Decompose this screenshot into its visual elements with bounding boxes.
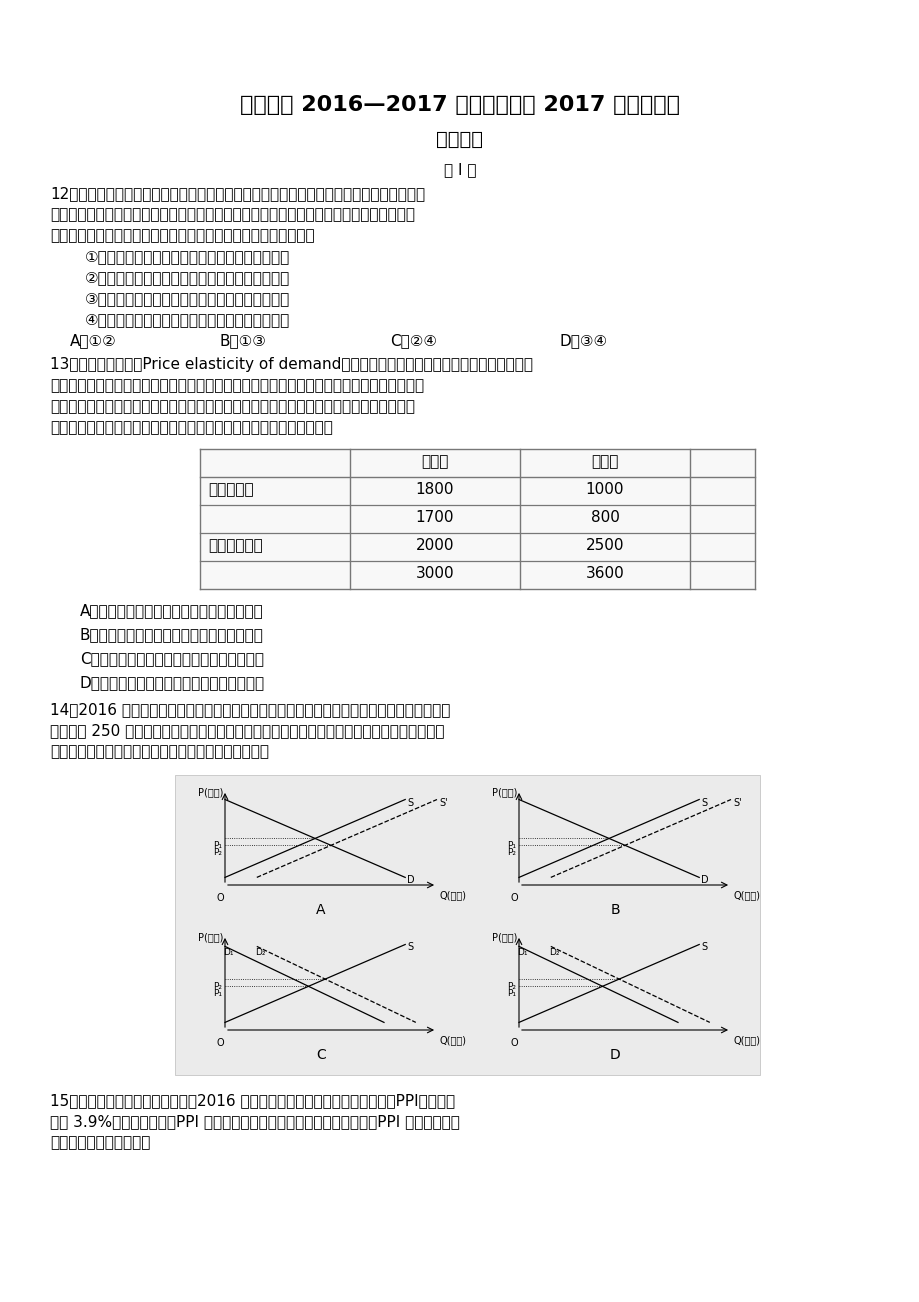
Text: 3600: 3600 bbox=[585, 566, 624, 581]
Text: D₂: D₂ bbox=[255, 948, 265, 957]
Text: P₁: P₁ bbox=[213, 990, 221, 999]
Text: 1800: 1800 bbox=[415, 482, 454, 497]
Text: D₂: D₂ bbox=[549, 948, 559, 957]
Text: D．乙的需求弹性更大，选择乙参与降价促销: D．乙的需求弹性更大，选择乙参与降价促销 bbox=[80, 674, 265, 690]
Text: C．②④: C．②④ bbox=[390, 333, 437, 348]
Text: 国共定制 250 万个吉祥物玩偶用于销售。如果不考虑其它因素，一般来说，奥运会举办前夕，: 国共定制 250 万个吉祥物玩偶用于销售。如果不考虑其它因素，一般来说，奥运会举… bbox=[50, 723, 444, 738]
Text: 经济的影响传导合理的是: 经济的影响传导合理的是 bbox=[50, 1135, 150, 1150]
Text: P(价格): P(价格) bbox=[198, 786, 222, 797]
Text: O: O bbox=[510, 893, 517, 904]
Text: P₂: P₂ bbox=[506, 982, 516, 991]
Text: Q(数量): Q(数量) bbox=[439, 1035, 467, 1046]
Text: P(价格): P(价格) bbox=[491, 932, 516, 943]
Text: 3000: 3000 bbox=[415, 566, 454, 581]
Text: S: S bbox=[407, 798, 413, 807]
Text: ②会扩大人民币的国际影响力，加快其国际化进程: ②会扩大人民币的国际影响力，加快其国际化进程 bbox=[85, 270, 289, 285]
Text: D₁: D₁ bbox=[222, 948, 233, 957]
Text: S: S bbox=[700, 943, 707, 953]
Text: 第 I 卷: 第 I 卷 bbox=[443, 161, 476, 177]
Text: P₂: P₂ bbox=[506, 849, 516, 857]
Text: 14．2016 年里约奥运会吉祥物虽然命名巴西，但其产品却是中国制造。本届奥运会巴西从中: 14．2016 年里约奥运会吉祥物虽然命名巴西，但其产品却是中国制造。本届奥运会… bbox=[50, 702, 450, 717]
Text: D．③④: D．③④ bbox=[560, 333, 607, 348]
Text: Q(数量): Q(数量) bbox=[439, 891, 467, 900]
Text: P₁: P₁ bbox=[213, 841, 221, 850]
Text: D: D bbox=[609, 1048, 619, 1062]
Text: 15．国家发改委公布的数据显示，2016 年上半年，全国生产者出厂价格指数（PPI）平均跌: 15．国家发改委公布的数据显示，2016 年上半年，全国生产者出厂价格指数（PP… bbox=[50, 1092, 455, 1108]
Bar bbox=[175, 775, 759, 1075]
Text: 成都七中 2016—2017 学年度上期高 2017 届半期考试: 成都七中 2016—2017 学年度上期高 2017 届半期考试 bbox=[240, 95, 679, 115]
Text: ④使人民币在境外自由流通，成为结算的支付手段: ④使人民币在境外自由流通，成为结算的支付手段 bbox=[85, 312, 289, 327]
Text: 幅为 3.9%。展望下半年，PPI 会持续下降，降幅将会收窄。从长远来看，PPI 的不断下滑对: 幅为 3.9%。展望下半年，PPI 会持续下降，降幅将会收窄。从长远来看，PPI… bbox=[50, 1115, 460, 1129]
Text: 价格（元）: 价格（元） bbox=[208, 482, 254, 497]
Bar bbox=[199, 449, 754, 589]
Text: D: D bbox=[407, 875, 414, 885]
Text: 13．需求价格弹性（Price elasticity of demand），简称为需求弹性，是指需求量对价格变动的: 13．需求价格弹性（Price elasticity of demand），简称… bbox=[50, 357, 532, 372]
Text: Q(数量): Q(数量) bbox=[733, 891, 760, 900]
Text: S': S' bbox=[732, 798, 741, 807]
Text: P₂: P₂ bbox=[213, 982, 221, 991]
Text: ①对于推动跨境贸易和投资的便利化具有积极意义: ①对于推动跨境贸易和投资的便利化具有积极意义 bbox=[85, 249, 289, 264]
Text: 商品甲: 商品甲 bbox=[421, 454, 448, 469]
Text: P(价格): P(价格) bbox=[198, 932, 222, 943]
Text: 销售量（件）: 销售量（件） bbox=[208, 538, 263, 553]
Text: 2000: 2000 bbox=[415, 538, 454, 553]
Text: D: D bbox=[700, 875, 708, 885]
Text: D₁: D₁ bbox=[516, 948, 527, 957]
Text: 种商品在一个月内价格调整及销售量的变化，你认为张某的合理选择是: 种商品在一个月内价格调整及销售量的变化，你认为张某的合理选择是 bbox=[50, 421, 333, 435]
Text: 为迎接十一黄金周的到来，准备在甲乙两种商品中选择其一进行降价促销。请根据甲、乙两: 为迎接十一黄金周的到来，准备在甲乙两种商品中选择其一进行降价促销。请根据甲、乙两 bbox=[50, 398, 414, 414]
Text: 800: 800 bbox=[590, 510, 618, 525]
Text: O: O bbox=[216, 893, 223, 904]
Text: S: S bbox=[700, 798, 707, 807]
Text: O: O bbox=[510, 1038, 517, 1048]
Text: B．①③: B．①③ bbox=[220, 333, 267, 348]
Text: O: O bbox=[216, 1038, 223, 1048]
Text: P₂: P₂ bbox=[213, 849, 221, 857]
Text: A: A bbox=[316, 904, 325, 917]
Text: 2500: 2500 bbox=[585, 538, 624, 553]
Text: ③推动人民币升值，降低了国内企业对外投资成本: ③推动人民币升值，降低了国内企业对外投资成本 bbox=[85, 292, 289, 306]
Text: 1700: 1700 bbox=[415, 510, 454, 525]
Text: 12．人民币离岸业务是指在中国境外经营人民币的存放款业务。发展离岸人民币市场，使流: 12．人民币离岸业务是指在中国境外经营人民币的存放款业务。发展离岸人民币市场，使… bbox=[50, 186, 425, 201]
Text: S: S bbox=[407, 943, 413, 953]
Text: 1000: 1000 bbox=[585, 482, 624, 497]
Text: C: C bbox=[316, 1048, 325, 1062]
Text: B: B bbox=[609, 904, 619, 917]
Text: 到境外的人民币可以在境外的人民币离岸市场上进行交易，使持有人民币的境外企业可以在: 到境外的人民币可以在境外的人民币离岸市场上进行交易，使持有人民币的境外企业可以在 bbox=[50, 207, 414, 223]
Text: 人们对奥运会吉祥物的需求会出现变动，用图形表示为: 人们对奥运会吉祥物的需求会出现变动，用图形表示为 bbox=[50, 743, 268, 759]
Text: A．①②: A．①② bbox=[70, 333, 117, 348]
Text: 反应程度，即需求量变化的百分比除以价格变化的百分比。张某作为某大型商场的销售经理，: 反应程度，即需求量变化的百分比除以价格变化的百分比。张某作为某大型商场的销售经理… bbox=[50, 378, 424, 393]
Text: C．乙的需求弹性更大，选择甲参与降价促销: C．乙的需求弹性更大，选择甲参与降价促销 bbox=[80, 651, 264, 667]
Text: A．甲的需求弹性更大，选择乙参与降价促销: A．甲的需求弹性更大，选择乙参与降价促销 bbox=[80, 603, 264, 618]
Text: P(价格): P(价格) bbox=[491, 786, 516, 797]
Text: 商品乙: 商品乙 bbox=[591, 454, 618, 469]
Text: 文科综合: 文科综合 bbox=[436, 130, 483, 148]
Text: P₁: P₁ bbox=[506, 990, 516, 999]
Text: B．甲的需求弹性更大，选择甲参与降价促销: B．甲的需求弹性更大，选择甲参与降价促销 bbox=[80, 628, 264, 642]
Text: S': S' bbox=[438, 798, 448, 807]
Text: 这个市场上融通资金、进行交易、获得收益。发展人民币离岸业务: 这个市场上融通资金、进行交易、获得收益。发展人民币离岸业务 bbox=[50, 228, 314, 243]
Text: Q(数量): Q(数量) bbox=[733, 1035, 760, 1046]
Text: P₁: P₁ bbox=[506, 841, 516, 850]
